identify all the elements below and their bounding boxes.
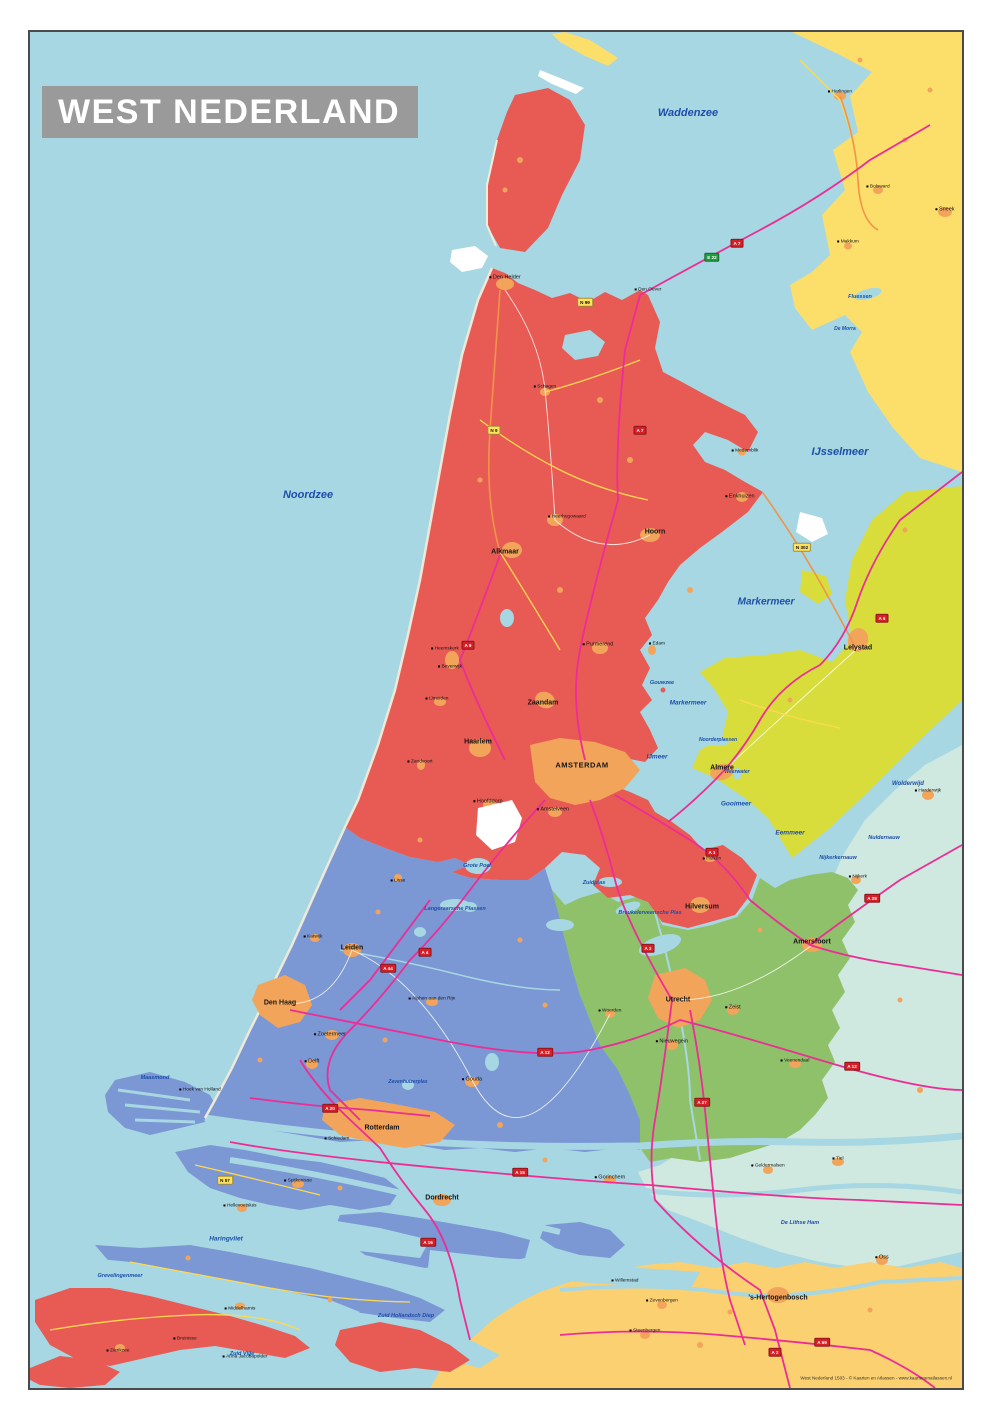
sandbank-richel (538, 70, 584, 94)
island-marken (660, 687, 666, 693)
map-canvas (30, 32, 962, 1388)
sandbank-noorderhaaks (450, 246, 488, 272)
region-friesland (790, 32, 962, 472)
region-noord-holland (345, 268, 763, 928)
harbour-basins (117, 1088, 201, 1124)
lake-fluessen (854, 287, 882, 301)
island-goeree-overflakkee (95, 1245, 445, 1322)
motorways (229, 124, 962, 1388)
island-schouwen-duiveland (35, 1288, 310, 1366)
island-vlieland (552, 32, 618, 66)
region-zuid-holland (205, 827, 640, 1152)
island-noord-beveland (30, 1356, 120, 1388)
region-brabant (430, 1262, 962, 1388)
region-flevoland (692, 486, 962, 858)
port-maasvlakte (105, 1072, 218, 1135)
schiphol-airport (476, 800, 522, 850)
lake-de-morra (835, 322, 853, 330)
coastal-dunes (203, 267, 494, 1119)
island-tholen (335, 1322, 470, 1372)
islet-marker-wadden (800, 570, 832, 604)
urban-areas (115, 57, 952, 1352)
n-roads (49, 59, 859, 1331)
islet-trintelzand (796, 512, 828, 542)
island-dordrecht (540, 1222, 625, 1258)
texel-dunes (486, 139, 498, 247)
island-texel (487, 88, 585, 252)
river-channels (45, 769, 962, 1368)
